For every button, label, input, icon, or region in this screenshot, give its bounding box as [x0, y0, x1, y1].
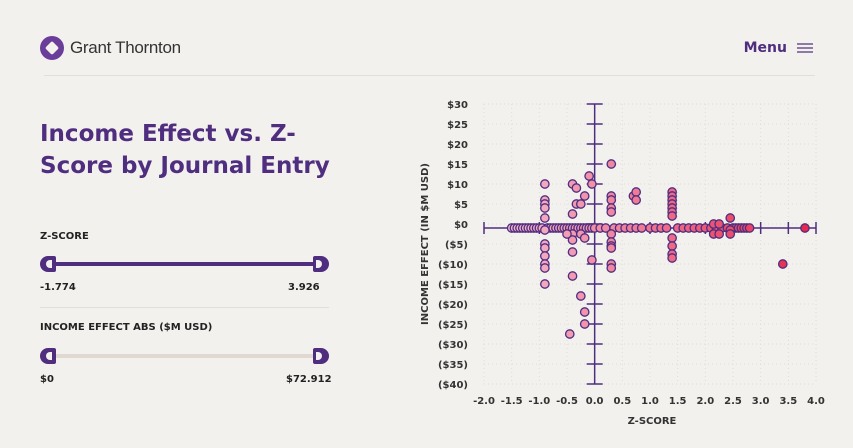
- data-point: [540, 225, 550, 235]
- x-tick-label: 0.5: [613, 396, 631, 407]
- brand-name: Grant Thornton: [70, 38, 181, 57]
- y-tick-label: ($25): [438, 320, 468, 331]
- data-point: [725, 229, 736, 239]
- x-tick-label: -1.0: [528, 396, 550, 407]
- page-title: Income Effect vs. Z-Score by Journal Ent…: [40, 121, 330, 179]
- data-point: [575, 199, 586, 209]
- x-tick-label: 0.0: [586, 396, 604, 407]
- data-point: [567, 271, 578, 281]
- y-tick-label: $0: [454, 220, 468, 231]
- y-tick-label: ($40): [438, 380, 468, 391]
- data-point: [579, 319, 590, 329]
- data-point: [606, 243, 617, 253]
- data-point: [587, 179, 597, 189]
- data-point: [540, 179, 550, 189]
- x-tick-label: 1.0: [641, 396, 659, 407]
- y-tick-label: $20: [447, 140, 468, 151]
- income-max-value: $72.912: [286, 374, 332, 385]
- x-tick-label: -0.5: [556, 396, 578, 407]
- slider-min-handle[interactable]: [40, 348, 56, 364]
- data-point: [714, 219, 725, 229]
- data-point: [571, 183, 582, 193]
- data-point: [667, 241, 677, 251]
- data-point: [667, 211, 677, 221]
- y-axis-label: INCOME EFFECT (IN $M USD): [420, 163, 431, 325]
- data-point: [579, 307, 590, 317]
- x-tick-label: 3.0: [752, 396, 770, 407]
- data-point: [800, 223, 810, 233]
- x-tick-label: 1.5: [669, 396, 687, 407]
- data-point: [567, 235, 578, 245]
- y-tick-label: ($35): [438, 360, 468, 371]
- x-tick-label: 2.5: [724, 396, 742, 407]
- filter-divider: [40, 307, 329, 308]
- data-point: [606, 195, 617, 205]
- y-tick-label: $25: [447, 120, 468, 131]
- zscore-filter-label: Z-SCORE: [40, 231, 89, 242]
- zscore-min-value: -1.774: [40, 282, 76, 293]
- y-tick-label: $15: [447, 160, 468, 171]
- y-tick-label: ($10): [438, 260, 468, 271]
- y-tick-label: $10: [447, 180, 468, 191]
- slider-min-handle[interactable]: [40, 256, 56, 272]
- data-point: [777, 259, 788, 269]
- x-tick-label: 2.0: [696, 396, 714, 407]
- data-point: [579, 191, 590, 201]
- y-tick-label: ($5): [445, 240, 468, 251]
- data-point: [667, 233, 677, 243]
- x-tick-label: 3.5: [779, 396, 797, 407]
- income-filter-label: INCOME EFFECT ABS ($M USD): [40, 322, 213, 333]
- data-point: [636, 223, 647, 233]
- data-point: [606, 229, 617, 239]
- data-point: [631, 195, 642, 205]
- data-point: [584, 171, 594, 181]
- data-point: [587, 255, 597, 265]
- data-point: [667, 253, 677, 263]
- data-point: [567, 209, 578, 219]
- data-point: [540, 251, 550, 261]
- x-tick-label: -2.0: [473, 396, 495, 407]
- data-point: [540, 279, 550, 289]
- zscore-max-value: 3.926: [288, 282, 320, 293]
- data-point: [744, 223, 755, 233]
- data-point: [540, 243, 550, 253]
- data-point: [575, 291, 586, 301]
- data-point: [631, 187, 642, 197]
- data-point: [564, 329, 575, 339]
- slider-track: [48, 262, 321, 266]
- menu-label: Menu: [743, 40, 787, 56]
- data-point: [540, 263, 550, 273]
- y-tick-label: ($20): [438, 300, 468, 311]
- x-tick-label: 4.0: [807, 396, 825, 407]
- y-tick-label: $5: [454, 200, 468, 211]
- y-tick-label: ($30): [438, 340, 468, 351]
- data-point: [540, 213, 550, 223]
- y-tick-label: ($15): [438, 280, 468, 291]
- slider-track: [48, 354, 321, 358]
- data-point: [714, 229, 725, 239]
- header-divider: [44, 75, 815, 76]
- zscore-range-slider[interactable]: [40, 256, 329, 272]
- data-point: [661, 223, 672, 233]
- data-point: [567, 247, 578, 257]
- data-point: [606, 159, 617, 169]
- income-min-value: $0: [40, 374, 54, 385]
- logo[interactable]: Grant Thornton: [40, 36, 181, 60]
- slider-max-handle[interactable]: [313, 348, 329, 364]
- data-point: [562, 229, 572, 239]
- income-range-slider[interactable]: [40, 348, 329, 364]
- logo-icon: [40, 36, 64, 60]
- hamburger-icon: [797, 43, 813, 53]
- data-point: [540, 203, 550, 213]
- data-point: [579, 233, 590, 243]
- data-point: [606, 207, 617, 217]
- x-axis-label: Z-SCORE: [628, 416, 677, 427]
- data-point: [725, 213, 736, 223]
- y-tick-label: $30: [447, 100, 468, 111]
- menu-button[interactable]: Menu: [744, 40, 813, 56]
- slider-max-handle[interactable]: [313, 256, 329, 272]
- x-tick-label: -1.5: [501, 396, 523, 407]
- data-point: [606, 263, 617, 273]
